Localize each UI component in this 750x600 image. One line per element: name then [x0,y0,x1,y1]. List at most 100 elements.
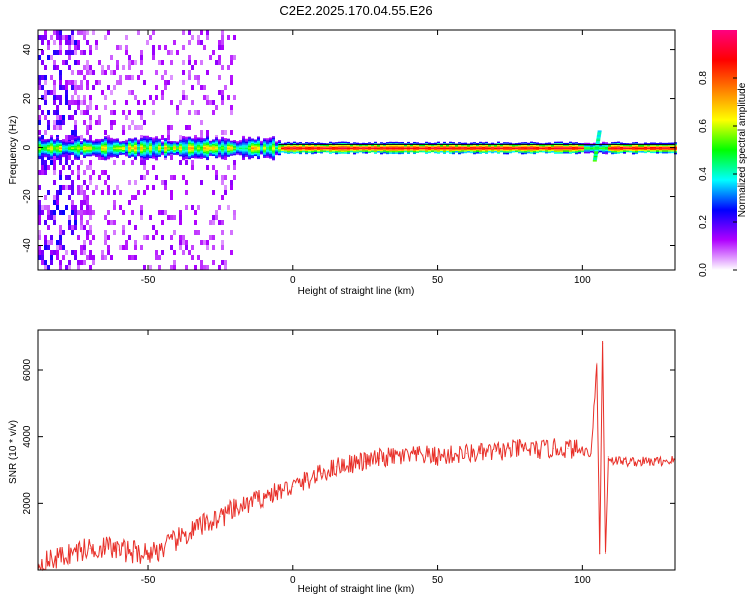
heatmap-cell [467,146,470,149]
heatmap-cell [164,141,167,143]
heatmap-cell [422,149,425,151]
heatmap-cell [299,151,302,153]
heatmap-cell [56,141,59,143]
heatmap-cell [410,146,413,148]
heatmap-cell [269,150,272,153]
heatmap-cell [101,146,104,148]
heatmap-cell [185,160,188,165]
heatmap-cell [206,35,209,40]
snr-point [610,459,612,461]
heatmap-cell [164,154,167,157]
heatmap-cell [317,151,320,153]
heatmap-cell [119,75,122,80]
heatmap-cell [221,139,224,142]
heatmap-cell [671,148,674,151]
heatmap-cell [113,153,116,156]
heatmap-cell [143,147,146,150]
heatmap-cell [398,152,401,155]
heatmap-cell [203,156,206,158]
heatmap-cell [398,145,401,147]
spectrogram-heatmap [38,30,677,270]
heatmap-cell [518,150,521,152]
heatmap-cell [107,156,110,158]
heatmap-cell [617,147,620,150]
snr-x-tick-label: 100 [574,575,591,586]
heatmap-cell [38,215,41,220]
heatmap-cell [104,146,107,149]
heatmap-cell [500,147,503,150]
heatmap-cell [83,190,86,195]
heatmap-cell [227,35,230,40]
heatmap-cell [164,45,167,50]
heatmap-cell [125,151,128,154]
heatmap-cell [116,65,119,70]
heatmap-cell [125,50,128,55]
heatmap-cell [365,147,368,150]
heatmap-cell [206,153,209,156]
heatmap-cell [488,147,491,150]
snr-x-tick-label: 50 [432,575,444,586]
heatmap-cell [641,151,644,153]
heatmap-cell [515,143,518,145]
heatmap-cell [173,215,176,220]
heatmap-cell [425,141,428,144]
heatmap-cell [110,139,113,141]
heatmap-cell [422,147,425,150]
heatmap-cell [251,140,254,142]
heatmap-cell [203,85,206,90]
heatmap-cell [407,146,410,148]
heatmap-cell [479,141,482,144]
heatmap-cell [215,138,218,141]
heatmap-cell [218,145,221,147]
heatmap-cell [212,146,215,149]
heatmap-cell [416,149,419,152]
heatmap-cell [104,180,107,185]
heatmap-cell [188,40,191,45]
heatmap-cell [230,185,233,190]
heatmap-cell [89,205,92,210]
heatmap-cell [89,115,92,120]
heatmap-cell [44,146,47,149]
heatmap-cell [77,138,80,141]
heatmap-cell [86,185,89,190]
heatmap-cell [101,155,104,160]
heatmap-cell [161,150,164,153]
heatmap-cell [185,151,188,154]
heatmap-cell [50,160,53,165]
heatmap-cell [185,148,188,151]
heatmap-cell [185,125,188,130]
heatmap-cell [650,145,653,148]
heatmap-cell [626,143,629,145]
heatmap-cell [587,145,590,148]
heatmap-cell [131,153,134,156]
heatmap-cell [113,152,116,154]
heatmap-cell [131,255,134,260]
heatmap-cell [605,151,608,153]
heatmap-cell [212,152,215,155]
heatmap-cell [185,180,188,185]
heatmap-cell [476,148,479,151]
snr-point [89,547,91,549]
heatmap-cell [197,149,200,152]
heatmap-cell [524,149,527,152]
heatmap-cell [206,149,209,152]
heatmap-cell [623,147,626,150]
heatmap-cell [110,143,113,146]
heatmap-cell [485,146,488,148]
heatmap-cell [179,235,182,240]
heatmap-cell [83,110,86,115]
heatmap-cell [104,142,107,144]
heatmap-cell [116,148,119,151]
heatmap-cell [65,140,68,142]
heatmap-cell [83,35,86,40]
heatmap-cell [53,149,56,152]
heatmap-cell [644,142,647,145]
heatmap-cell [50,90,53,95]
heatmap-cell [620,150,623,152]
heatmap-cell [146,158,149,160]
heatmap-cell [422,144,425,147]
heatmap-cell [233,160,236,165]
heatmap-cell [578,143,581,145]
heatmap-cell [128,110,131,115]
